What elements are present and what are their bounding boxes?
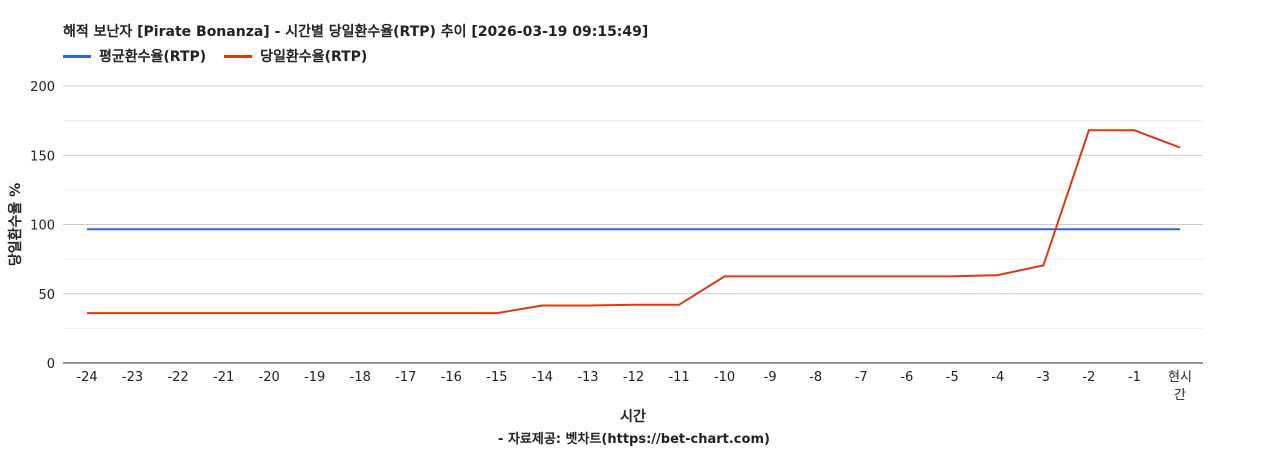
x-tick-label: -10 [714, 370, 735, 385]
x-tick-label: -9 [764, 370, 777, 385]
chart-legend: 평균환수율(RTP) 당일환수율(RTP) [63, 46, 385, 66]
chart-title: 해적 보난자 [Pirate Bonanza] - 시간별 당일환수율(RTP)… [63, 24, 649, 40]
legend-swatch-daily [224, 54, 253, 58]
y-tick-label: 0 [47, 357, 55, 372]
legend-swatch-average [63, 54, 91, 58]
x-tick-label: -7 [855, 370, 868, 385]
series-lines [87, 129, 1181, 315]
legend-label-daily: 당일환수율(RTP) [260, 49, 368, 65]
y-axis-title: 당일환수율 % [7, 183, 24, 266]
x-tick-label: -11 [668, 370, 689, 385]
x-tick-label: -18 [350, 370, 371, 385]
y-tick-label: 150 [30, 149, 55, 164]
legend-item-daily[interactable]: 당일환수율(RTP) [224, 46, 367, 66]
x-tick-label: 현시 간 [1168, 370, 1192, 403]
y-tick-label: 100 [30, 219, 55, 234]
x-tick-label: -24 [76, 370, 97, 385]
x-tick-label: -14 [532, 370, 553, 385]
y-axis-ticks: 0 50 100 150 200 [30, 80, 55, 372]
x-tick-label: -16 [441, 370, 462, 385]
x-tick-label: -4 [991, 370, 1004, 385]
data-source-credit: - 자료제공: 벳차트(https://bet-chart.com) [498, 432, 770, 447]
x-tick-label: -6 [900, 370, 913, 385]
x-tick-label: -12 [623, 370, 644, 385]
x-tick-label: -3 [1037, 370, 1050, 385]
y-tick-label: 200 [30, 80, 55, 95]
x-tick-label: -1 [1128, 370, 1141, 385]
grid-lines [63, 85, 1203, 329]
x-tick-label: -2 [1082, 370, 1095, 385]
x-tick-label: -19 [304, 370, 325, 385]
x-tick-label: -21 [213, 370, 234, 385]
legend-label-average: 평균환수율(RTP) [99, 49, 207, 65]
x-tick-label: -13 [577, 370, 598, 385]
x-tick-label: -8 [809, 370, 822, 385]
x-tick-label: -5 [946, 370, 959, 385]
x-axis-ticks: -24 -23 -22 -21 -20 -19 -18 -17 -16 -15 -14 -13 -12 -… [76, 370, 1192, 403]
x-tick-label: -15 [486, 370, 507, 385]
y-tick-label: 50 [38, 288, 55, 303]
x-tick-label: -23 [122, 370, 143, 385]
series-line-daily-rtp [87, 129, 1181, 315]
x-axis-title: 시간 [620, 408, 646, 425]
x-tick-label: -17 [395, 370, 416, 385]
legend-item-average[interactable]: 평균환수율(RTP) [63, 46, 206, 66]
x-tick-label: -20 [259, 370, 280, 385]
x-tick-label: -22 [167, 370, 188, 385]
